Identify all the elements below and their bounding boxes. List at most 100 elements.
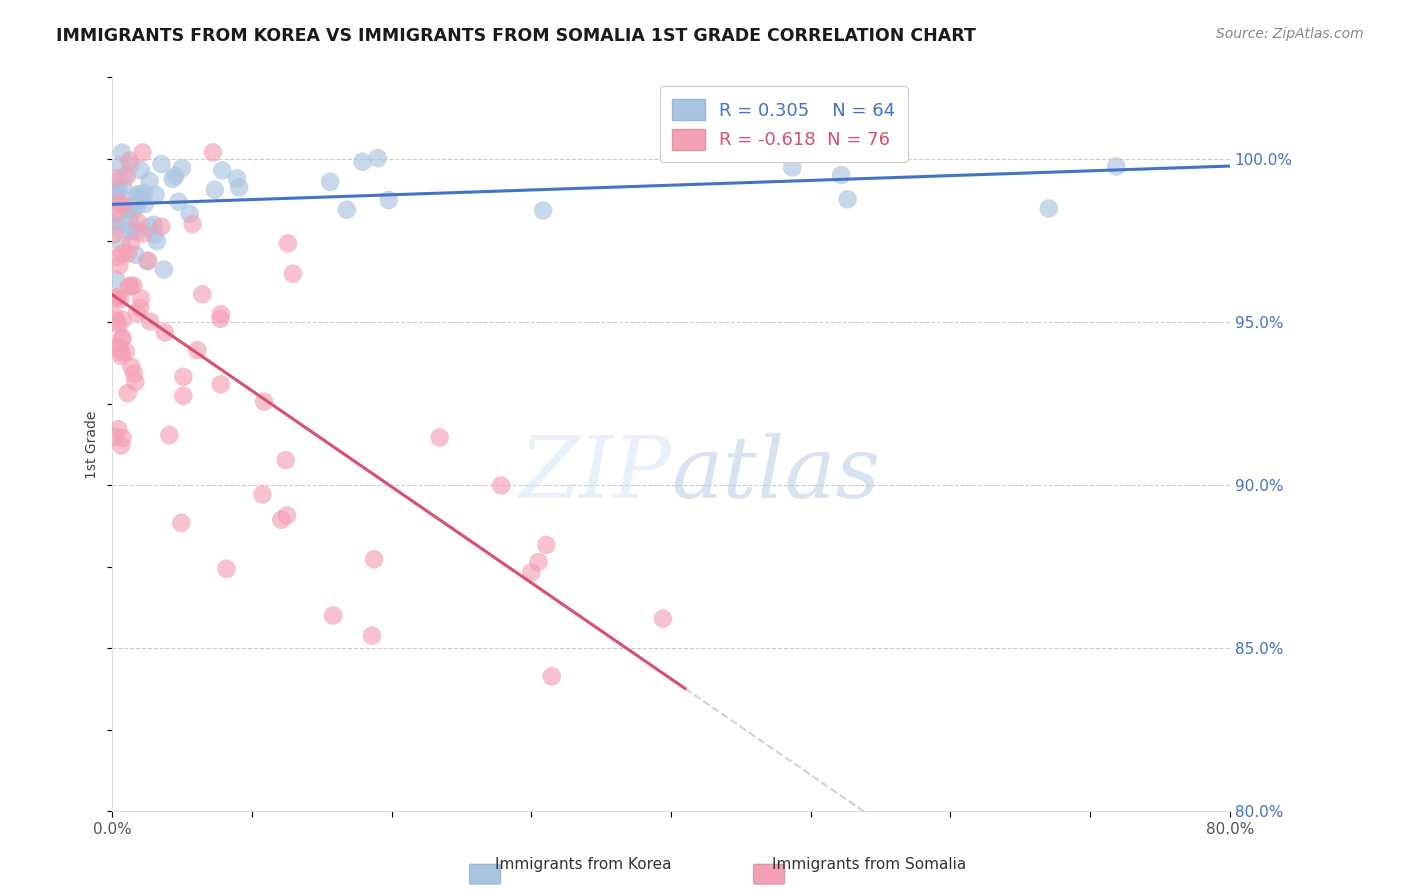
Point	[281, 267, 304, 281]
Point	[270, 513, 292, 527]
Point	[136, 253, 159, 268]
Point	[146, 234, 169, 248]
Point	[112, 169, 135, 183]
Point	[103, 189, 125, 203]
Point	[226, 171, 249, 186]
Point	[127, 187, 149, 202]
Point	[132, 227, 155, 241]
Point	[105, 206, 128, 220]
Point	[527, 555, 550, 569]
Point	[112, 198, 135, 212]
Point	[162, 172, 184, 186]
Legend: R = 0.305    N = 64, R = -0.618  N = 76: R = 0.305 N = 64, R = -0.618 N = 76	[659, 87, 908, 162]
Point	[489, 478, 512, 492]
Point	[363, 552, 385, 566]
Point	[127, 225, 149, 239]
Y-axis label: 1st Grade: 1st Grade	[86, 410, 100, 479]
Point	[652, 612, 675, 626]
Point	[104, 291, 127, 305]
Point	[153, 262, 176, 277]
Point	[336, 202, 359, 217]
Point	[136, 254, 159, 268]
Point	[120, 158, 142, 172]
Point	[111, 246, 134, 260]
Point	[172, 389, 194, 403]
Point	[782, 161, 804, 175]
Point	[107, 173, 129, 187]
Point	[127, 215, 149, 229]
Point	[215, 562, 238, 576]
Point	[713, 145, 735, 160]
Point	[110, 438, 132, 452]
Point	[186, 343, 208, 357]
Point	[536, 538, 558, 552]
Point	[211, 163, 233, 178]
Point	[103, 309, 125, 323]
Point	[170, 161, 193, 175]
Point	[122, 278, 145, 293]
Point	[153, 326, 176, 340]
Point	[104, 186, 127, 201]
Point	[352, 154, 374, 169]
Point	[322, 608, 344, 623]
Point	[124, 375, 146, 389]
Point	[128, 193, 150, 207]
Text: Source: ZipAtlas.com: Source: ZipAtlas.com	[1216, 27, 1364, 41]
Point	[105, 185, 128, 199]
Point	[228, 180, 250, 194]
Point	[165, 169, 187, 183]
Point	[105, 340, 128, 354]
Point	[103, 217, 125, 231]
Point	[150, 219, 173, 234]
Point	[125, 199, 148, 213]
Point	[1105, 160, 1128, 174]
Point	[118, 279, 141, 293]
Point	[143, 227, 166, 242]
Text: ZIP: ZIP	[519, 433, 671, 516]
Point	[115, 169, 138, 184]
Point	[191, 287, 214, 301]
Point	[830, 168, 852, 182]
Point	[531, 203, 554, 218]
Point	[115, 344, 138, 359]
Point	[121, 204, 143, 219]
Point	[117, 246, 139, 260]
Point	[103, 192, 125, 206]
Text: Immigrants from Korea: Immigrants from Korea	[495, 857, 672, 872]
Point	[103, 430, 125, 444]
Point	[103, 171, 125, 186]
Point	[145, 187, 167, 202]
Point	[377, 193, 399, 207]
Point	[105, 273, 128, 287]
Point	[111, 431, 134, 445]
Point	[181, 217, 204, 231]
Point	[111, 331, 134, 345]
Point	[125, 306, 148, 320]
Point	[142, 218, 165, 232]
Point	[115, 200, 138, 214]
Point	[138, 174, 160, 188]
Point	[277, 236, 299, 251]
Point	[204, 183, 226, 197]
Point	[276, 508, 298, 523]
Point	[170, 516, 193, 530]
Point	[520, 566, 543, 580]
Point	[132, 186, 155, 200]
Point	[1038, 202, 1060, 216]
Point	[361, 629, 384, 643]
Point	[107, 195, 129, 210]
Point	[110, 349, 132, 363]
Point	[108, 341, 131, 355]
Text: atlas: atlas	[671, 433, 880, 516]
Point	[110, 292, 132, 306]
Point	[129, 163, 152, 178]
Point	[111, 145, 134, 160]
Point	[112, 180, 135, 194]
Point	[110, 158, 132, 172]
Point	[172, 369, 194, 384]
Point	[367, 151, 389, 165]
Point	[124, 248, 146, 262]
Point	[118, 153, 141, 168]
Point	[104, 184, 127, 198]
Text: Immigrants from Somalia: Immigrants from Somalia	[772, 857, 966, 872]
